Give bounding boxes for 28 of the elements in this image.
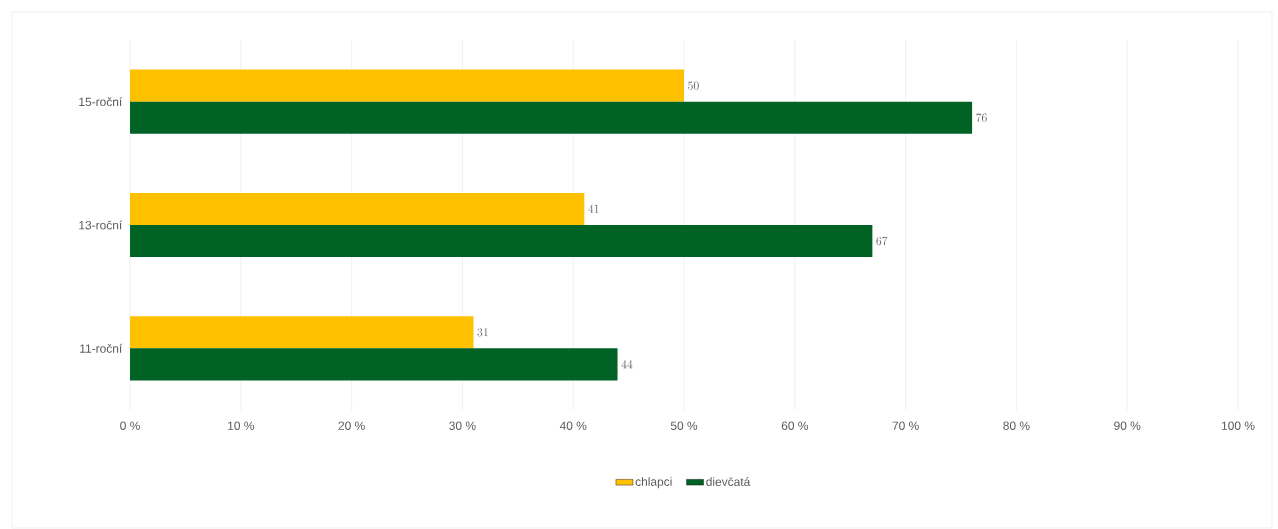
x-tick-label: 70 % — [892, 421, 919, 430]
bar — [130, 101, 973, 134]
data-label: 50 — [688, 81, 699, 90]
bar — [130, 348, 618, 381]
x-tick-label: 60 % — [781, 421, 808, 430]
data-label: 44 — [621, 360, 633, 369]
data-label: 41 — [588, 204, 599, 213]
data-label: 31 — [477, 328, 488, 337]
bar — [130, 224, 873, 258]
bar — [130, 69, 685, 102]
y-tick-label: 13-roční — [79, 220, 123, 230]
legend-label: chlapci — [635, 477, 672, 489]
x-tick-label: 10 % — [228, 421, 254, 430]
x-tick-label: 20 % — [338, 421, 365, 430]
x-tick-label: 90 % — [1114, 421, 1141, 430]
legend-label: dievčatá — [706, 477, 751, 486]
data-label: 67 — [876, 236, 888, 246]
bar — [130, 316, 474, 349]
y-tick-label: 11-roční — [80, 343, 123, 353]
data-label: 76 — [976, 113, 987, 122]
bar — [130, 192, 585, 225]
x-tick-label: 50 % — [670, 421, 698, 430]
x-tick-label: 30 % — [449, 421, 476, 430]
x-tick-label: 0 % — [120, 421, 140, 430]
x-tick-label: 40 % — [559, 421, 587, 430]
x-tick-label: 100 % — [1221, 421, 1255, 430]
y-tick-label: 15-roční — [79, 97, 123, 107]
x-tick-label: 80 % — [1003, 421, 1030, 430]
